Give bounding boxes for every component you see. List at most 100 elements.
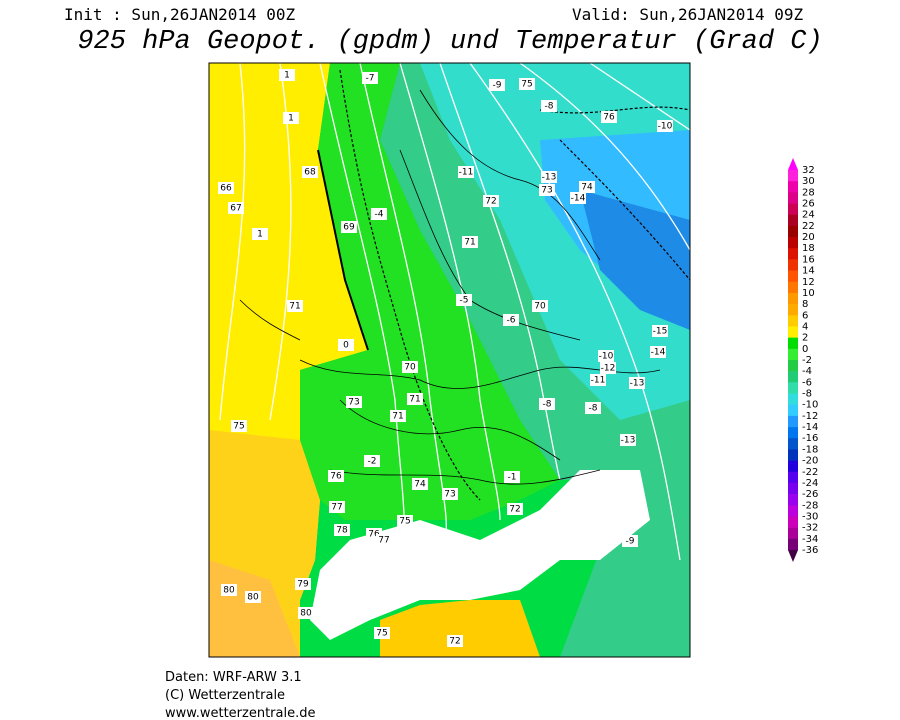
map-label: -9 [626,537,635,547]
colorbar-label: 30 [802,176,815,187]
map-label: 74 [581,183,593,193]
label-box [346,396,362,408]
colorbar-label: -26 [802,489,818,500]
label-box [279,69,295,81]
colorbar-label: -28 [802,500,818,511]
map-label: -10 [658,122,673,132]
colorbar-label: 8 [802,299,808,310]
colorbar-band [788,527,798,540]
colorbar-band [788,360,798,372]
label-box [585,402,601,414]
colorbar-band [788,494,798,506]
colorbar-label: 4 [802,321,808,332]
label-box [650,346,666,358]
map-label: 68 [304,168,316,178]
colorbar-label: -18 [802,444,818,455]
map-label: 66 [220,184,232,194]
colorbar-label: 16 [802,254,815,265]
map-label: 1 [288,114,294,124]
map-label: 71 [392,412,403,422]
map-label: -4 [375,210,384,220]
colorbar-label: -16 [802,433,818,444]
label-box [329,501,345,513]
colorbar-label: -20 [802,456,818,467]
map-label: -7 [366,74,375,84]
map-label: 70 [404,363,416,373]
colorbar-band [788,460,798,473]
colorbar-band [788,404,798,417]
label-box [456,294,472,306]
colorbar-label: -14 [802,422,818,433]
colorbar-label: -32 [802,523,818,534]
label-box [338,339,354,351]
label-box [295,578,311,590]
colorbar-band [788,270,798,283]
label-box [328,470,344,482]
map-label: -13 [621,436,636,446]
label-box [507,503,523,515]
map-label: -8 [543,400,552,410]
colorbar-band [788,427,798,439]
label-box [504,471,520,483]
colorbar-band [788,259,798,271]
colorbar-label: -34 [802,534,818,545]
map-label: 80 [300,609,312,619]
label-box [483,195,499,207]
valid-time: Valid: Sun,26JAN2014 09Z [572,5,804,24]
footer-url: www.wetterzentrale.de [165,706,315,720]
map-label: 80 [247,593,259,603]
label-box [503,314,519,326]
colorbar-band [788,304,798,316]
label-box [447,635,463,647]
map-label: 76 [330,472,342,482]
map-label: 1 [257,230,263,240]
label-box [579,181,595,193]
map-label: 78 [336,526,348,536]
colorbar-label: 2 [802,333,808,344]
colorbar-label: -36 [802,545,818,556]
label-box [283,112,299,124]
map-label: -8 [589,404,598,414]
colorbar-band [788,393,798,406]
map-label: 72 [509,505,520,515]
colorbar-band [788,538,798,551]
label-box [532,300,548,312]
label-box [302,166,318,178]
colorbar-band [788,482,798,495]
label-box [598,350,614,362]
colorbar-band [788,315,798,327]
map-label: 73 [444,490,455,500]
label-box [287,300,303,312]
colorbar-label: 12 [802,277,815,288]
map-label: 75 [521,80,532,90]
colorbar-label: -6 [802,377,812,388]
map-label: 77 [331,503,342,513]
colorbar-label: 18 [802,243,815,254]
map-label: 73 [348,398,359,408]
label-box [590,374,606,386]
footer-copyright: (C) Wetterzentrale [165,688,285,703]
colorbar-label: -10 [802,400,818,411]
colorbar-bottom-triangle [788,550,798,562]
label-box [519,78,535,90]
label-box [402,361,418,373]
colorbar-band [788,281,798,294]
label-box [539,184,555,196]
colorbar-label: -12 [802,411,818,422]
map-label: -11 [459,168,474,178]
label-box [539,398,555,410]
colorbar-band [788,471,798,484]
map-label: 74 [414,480,426,490]
label-box [252,228,268,240]
colorbar-band [788,516,798,528]
map-label: -11 [591,376,606,386]
colorbar-band [788,181,798,193]
label-box [221,584,237,596]
colorbar-band [788,382,798,394]
label-box [231,420,247,432]
colorbar-band [788,214,798,227]
map-label: 70 [534,302,546,312]
colorbar-band [788,438,798,450]
